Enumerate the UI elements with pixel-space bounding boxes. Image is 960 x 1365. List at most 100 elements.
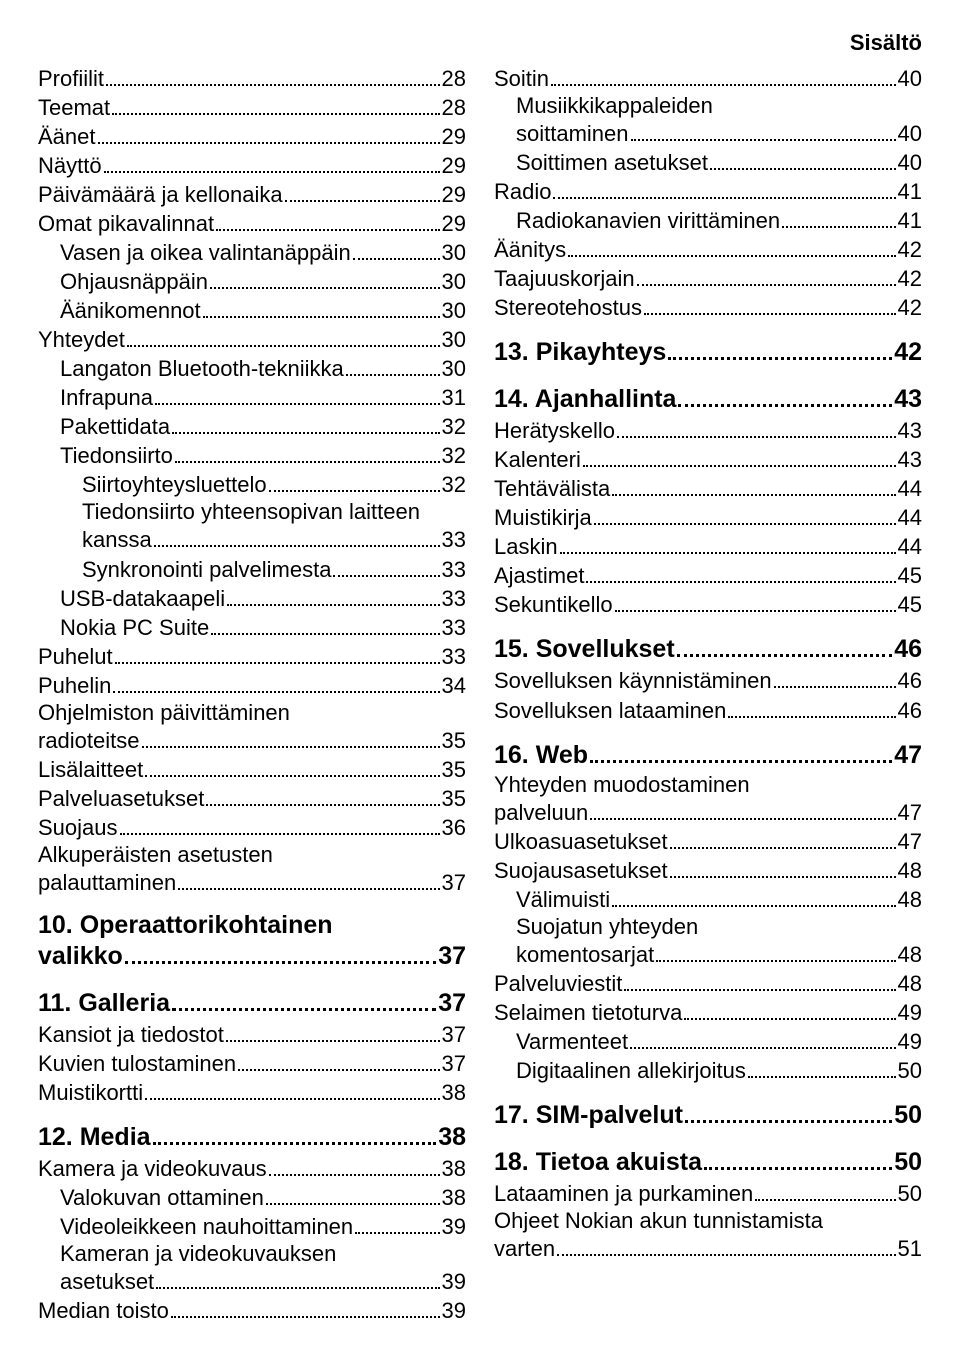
- toc-label: palauttaminen: [38, 868, 176, 897]
- toc-entry[interactable]: Siirtoyhteysluettelo32: [38, 470, 466, 499]
- toc-entry[interactable]: komentosarjat48: [494, 940, 922, 969]
- toc-entry[interactable]: Herätyskello43: [494, 416, 922, 445]
- toc-entry[interactable]: Omat pikavalinnat29: [38, 209, 466, 238]
- toc-page-number: 41: [898, 177, 922, 206]
- toc-entry[interactable]: kanssa33: [38, 525, 466, 554]
- toc-entry[interactable]: USB-datakaapeli33: [38, 584, 466, 613]
- toc-heading[interactable]: 16. Web47: [494, 739, 922, 772]
- toc-page-number: 49: [898, 998, 922, 1027]
- toc-entry[interactable]: Digitaalinen allekirjoitus50: [494, 1056, 922, 1085]
- toc-entry[interactable]: Muistikirja44: [494, 503, 922, 532]
- toc-entry[interactable]: Muistikortti38: [38, 1078, 466, 1107]
- toc-heading[interactable]: 14. Ajanhallinta43: [494, 383, 922, 416]
- toc-entry[interactable]: Puhelut33: [38, 642, 466, 671]
- toc-label: Kuvien tulostaminen: [38, 1049, 236, 1078]
- toc-entry[interactable]: Tehtävälista44: [494, 474, 922, 503]
- toc-entry[interactable]: Puhelin34: [38, 671, 466, 700]
- toc-entry[interactable]: Soitin40: [494, 64, 922, 93]
- toc-entry[interactable]: Sovelluksen lataaminen46: [494, 696, 922, 725]
- toc-entry[interactable]: soittaminen40: [494, 119, 922, 148]
- spacer: [494, 725, 922, 739]
- toc-entry[interactable]: radioteitse35: [38, 726, 466, 755]
- toc-entry[interactable]: Vasen ja oikea valintanäppäin30: [38, 238, 466, 267]
- toc-page-number: 38: [438, 1121, 466, 1154]
- toc-column-right: Soitin40Musiikkikappaleidensoittaminen40…: [494, 64, 922, 1325]
- toc-entry[interactable]: Selaimen tietoturva49: [494, 998, 922, 1027]
- toc-entry[interactable]: Ohjausnäppäin30: [38, 267, 466, 296]
- toc-heading[interactable]: valikko37: [38, 940, 466, 973]
- toc-label: Sovelluksen lataaminen: [494, 696, 726, 725]
- spacer: [494, 1085, 922, 1099]
- toc-entry[interactable]: Tiedonsiirto32: [38, 441, 466, 470]
- toc-heading[interactable]: 15. Sovellukset46: [494, 633, 922, 666]
- toc-entry[interactable]: Suojaus36: [38, 813, 466, 842]
- toc-entry[interactable]: Sekuntikello45: [494, 590, 922, 619]
- toc-entry[interactable]: Äänet29: [38, 122, 466, 151]
- toc-entry[interactable]: Stereotehostus42: [494, 293, 922, 322]
- toc-leader-dots: [630, 1047, 895, 1049]
- toc-entry[interactable]: Palveluviestit48: [494, 969, 922, 998]
- toc-entry[interactable]: asetukset39: [38, 1267, 466, 1296]
- toc-page-number: 29: [442, 151, 466, 180]
- toc-entry[interactable]: Lisälaitteet35: [38, 755, 466, 784]
- toc-leader-dots: [226, 1040, 440, 1042]
- toc-entry[interactable]: Kuvien tulostaminen37: [38, 1049, 466, 1078]
- toc-entry[interactable]: Kansiot ja tiedostot37: [38, 1020, 466, 1049]
- toc-entry[interactable]: Nokia PC Suite33: [38, 613, 466, 642]
- toc-entry[interactable]: Infrapuna31: [38, 383, 466, 412]
- toc-entry[interactable]: Ulkoasuasetukset47: [494, 827, 922, 856]
- toc-entry[interactable]: Ajastimet45: [494, 561, 922, 590]
- toc-entry[interactable]: Profiilit28: [38, 64, 466, 93]
- toc-label: radioteitse: [38, 726, 140, 755]
- toc-entry[interactable]: Laskin44: [494, 532, 922, 561]
- toc-entry[interactable]: Synkronointi palvelimesta33: [38, 555, 466, 584]
- toc-entry[interactable]: palveluun47: [494, 798, 922, 827]
- toc-leader-dots: [269, 1174, 440, 1176]
- toc-page-number: 49: [898, 1027, 922, 1056]
- toc-entry[interactable]: Teemat28: [38, 93, 466, 122]
- toc-heading[interactable]: 13. Pikayhteys42: [494, 336, 922, 369]
- toc-entry[interactable]: palauttaminen37: [38, 868, 466, 897]
- toc-leader-dots: [748, 1076, 896, 1078]
- toc-heading[interactable]: 11. Galleria37: [38, 987, 466, 1020]
- toc-entry[interactable]: Sovelluksen käynnistäminen46: [494, 666, 922, 695]
- toc-entry[interactable]: Lataaminen ja purkaminen50: [494, 1179, 922, 1208]
- toc-leader-dots: [631, 139, 896, 141]
- toc-entry[interactable]: Soittimen asetukset40: [494, 148, 922, 177]
- toc-entry[interactable]: Välimuisti48: [494, 885, 922, 914]
- toc-entry[interactable]: Radio41: [494, 177, 922, 206]
- toc-entry[interactable]: Pakettidata32: [38, 412, 466, 441]
- toc-entry[interactable]: Valokuvan ottaminen38: [38, 1183, 466, 1212]
- toc-entry[interactable]: Radiokanavien virittäminen41: [494, 206, 922, 235]
- toc-leader-dots: [106, 84, 440, 86]
- toc-label: Pakettidata: [60, 412, 170, 441]
- toc-label: Ulkoasuasetukset: [494, 827, 668, 856]
- spacer: [38, 897, 466, 911]
- toc-entry[interactable]: Yhteydet30: [38, 325, 466, 354]
- toc-heading[interactable]: 12. Media38: [38, 1121, 466, 1154]
- toc-column-left: Profiilit28Teemat28Äänet29Näyttö29Päiväm…: [38, 64, 466, 1325]
- toc-entry[interactable]: Varmenteet49: [494, 1027, 922, 1056]
- toc-page-number: 37: [438, 987, 466, 1020]
- toc-entry[interactable]: varten51: [494, 1234, 922, 1263]
- toc-entry[interactable]: Kamera ja videokuvaus38: [38, 1154, 466, 1183]
- toc-entry[interactable]: Taajuuskorjain42: [494, 264, 922, 293]
- toc-entry[interactable]: Kalenteri43: [494, 445, 922, 474]
- toc-entry[interactable]: Suojausasetukset48: [494, 856, 922, 885]
- toc-label: Synkronointi palvelimesta: [82, 555, 331, 584]
- toc-entry[interactable]: Äänitys42: [494, 235, 922, 264]
- toc-leader-dots: [637, 284, 896, 286]
- toc-page-number: 43: [894, 383, 922, 416]
- toc-heading[interactable]: 17. SIM-palvelut50: [494, 1099, 922, 1132]
- toc-label-line: Alkuperäisten asetusten: [38, 842, 466, 868]
- toc-label: Vasen ja oikea valintanäppäin: [60, 238, 351, 267]
- toc-entry[interactable]: Äänikomennot30: [38, 296, 466, 325]
- toc-entry[interactable]: Palveluasetukset35: [38, 784, 466, 813]
- toc-entry[interactable]: Videoleikkeen nauhoittaminen39: [38, 1212, 466, 1241]
- toc-heading[interactable]: 18. Tietoa akuista50: [494, 1146, 922, 1179]
- toc-entry[interactable]: Näyttö29: [38, 151, 466, 180]
- toc-leader-dots: [127, 345, 440, 347]
- toc-entry[interactable]: Median toisto39: [38, 1296, 466, 1325]
- toc-entry[interactable]: Langaton Bluetooth-tekniikka30: [38, 354, 466, 383]
- toc-entry[interactable]: Päivämäärä ja kellonaika29: [38, 180, 466, 209]
